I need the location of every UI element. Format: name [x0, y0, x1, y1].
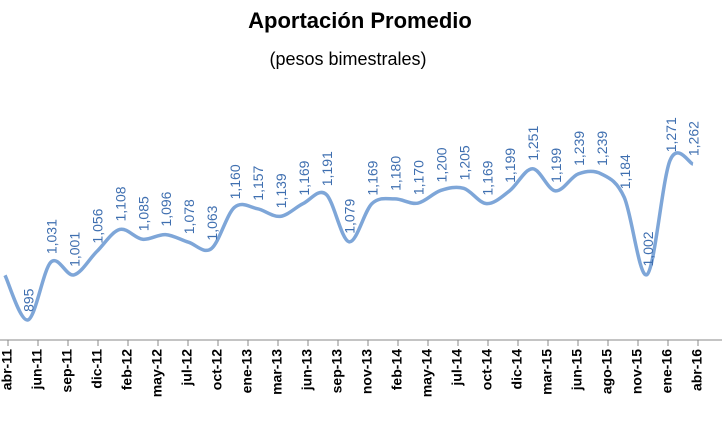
- x-tick-label: may-14: [419, 349, 435, 397]
- x-tick-label: mar-15: [539, 349, 555, 395]
- value-label: 1,200: [433, 147, 449, 182]
- value-label: 1,031: [44, 219, 60, 254]
- value-label: 1,001: [67, 232, 83, 267]
- value-label: 1,169: [479, 160, 495, 195]
- chart-title: Aportación Promedio: [248, 8, 472, 33]
- x-tick-label: jun-11: [29, 349, 45, 391]
- value-label: 1,108: [112, 186, 128, 221]
- x-tick-label: jul-14: [449, 349, 465, 387]
- value-label: 1,180: [388, 156, 404, 191]
- value-label: 1,262: [686, 121, 702, 156]
- x-tick-label: dic-14: [509, 349, 525, 390]
- x-tick-label: abr-11: [0, 349, 15, 390]
- x-tick-label: ene-13: [239, 349, 255, 394]
- value-label: 1,205: [456, 145, 472, 180]
- x-tick-label: jul-12: [179, 349, 195, 387]
- x-tick-label: nov-15: [629, 349, 645, 394]
- value-label: 1,184: [617, 154, 633, 189]
- value-label: 1,239: [594, 131, 610, 166]
- value-label: 1,079: [342, 199, 358, 234]
- x-tick-label: feb-12: [119, 349, 135, 390]
- value-label: 1,251: [525, 126, 541, 161]
- value-label: 1,199: [548, 148, 564, 183]
- value-label: 1,096: [158, 191, 174, 226]
- value-label: 1,056: [89, 208, 105, 243]
- x-tick-label: nov-13: [359, 349, 375, 394]
- x-tick-label: may-12: [149, 349, 165, 397]
- x-tick-label: abr-16: [689, 349, 705, 391]
- value-label: 1,063: [204, 205, 220, 240]
- x-tick-label: dic-11: [89, 349, 105, 389]
- value-label: 1,160: [227, 164, 243, 199]
- chart-subtitle: (pesos bimestrales): [269, 49, 426, 69]
- x-tick-label: ene-16: [659, 349, 675, 394]
- value-label: 1,199: [502, 148, 518, 183]
- value-label: 1,157: [250, 165, 266, 200]
- value-label: 1,169: [296, 160, 312, 195]
- data-line: [3, 151, 694, 322]
- x-tick-label: jun-13: [299, 349, 315, 391]
- value-label: 1,191: [319, 151, 335, 186]
- x-tick-label: feb-14: [389, 349, 405, 390]
- x-tick-label: oct-14: [479, 349, 495, 390]
- x-tick-label: mar-13: [269, 349, 285, 395]
- value-label: 1,085: [135, 196, 151, 231]
- value-label: 1,169: [365, 160, 381, 195]
- x-tick-label: oct-12: [209, 349, 225, 390]
- value-label: 895: [21, 288, 37, 312]
- x-tick-label: ago-15: [599, 349, 615, 394]
- value-label: 1,271: [663, 117, 679, 152]
- value-label: 1,139: [273, 173, 289, 208]
- value-label: 1,078: [181, 199, 197, 234]
- x-tick-label: sep-11: [59, 349, 75, 393]
- x-tick-label: jun-15: [569, 349, 585, 391]
- x-tick-label: sep-13: [329, 349, 345, 394]
- value-label: 1,002: [640, 231, 656, 266]
- value-label: 1,239: [571, 131, 587, 166]
- value-label: 1,170: [411, 160, 427, 195]
